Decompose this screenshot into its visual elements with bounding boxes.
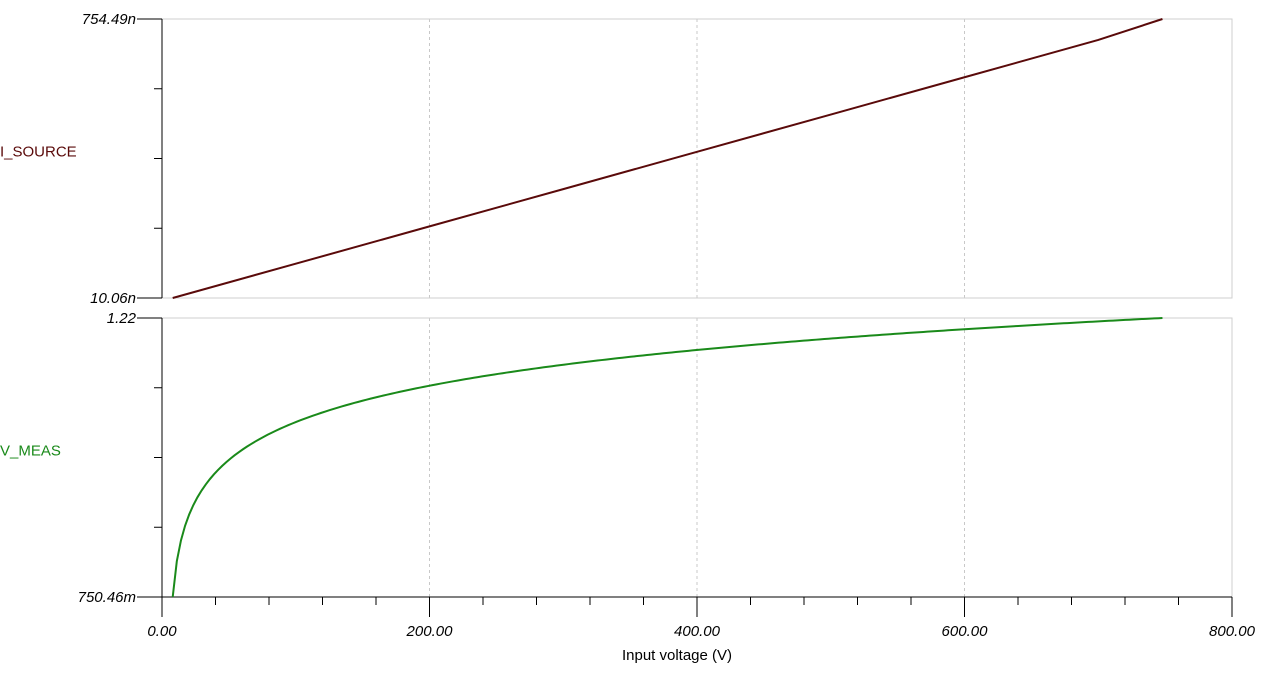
x-tick-label: 200.00	[406, 623, 454, 640]
x-tick-label: 0.00	[147, 623, 177, 640]
series-layer	[171, 18, 1163, 598]
series-line-i_source	[172, 18, 1163, 299]
tick-marks	[137, 18, 1233, 617]
series-line-v_meas	[171, 317, 1163, 598]
x-tick-label: 400.00	[674, 623, 721, 640]
y-tick-label-top-i_source: 754.49n	[82, 11, 136, 28]
labels-layer: 754.49n 10.06n I_SOURCE 1.22 750.46m V_MEAS 0.…	[0, 11, 1256, 664]
x-tick-label: 600.00	[942, 623, 989, 640]
grid	[429, 19, 965, 597]
panel-label-i_source: I_SOURCE	[0, 144, 77, 161]
x-axis-title: Input voltage (V)	[622, 647, 732, 664]
panel-label-v_meas: V_MEAS	[0, 443, 61, 460]
y-tick-label-bottom-i_source: 10.06n	[90, 290, 136, 307]
y-tick-label-bottom-v_meas: 750.46m	[78, 589, 136, 606]
y-tick-label-top-v_meas: 1.22	[107, 310, 137, 327]
x-tick-label: 800.00	[1209, 623, 1256, 640]
